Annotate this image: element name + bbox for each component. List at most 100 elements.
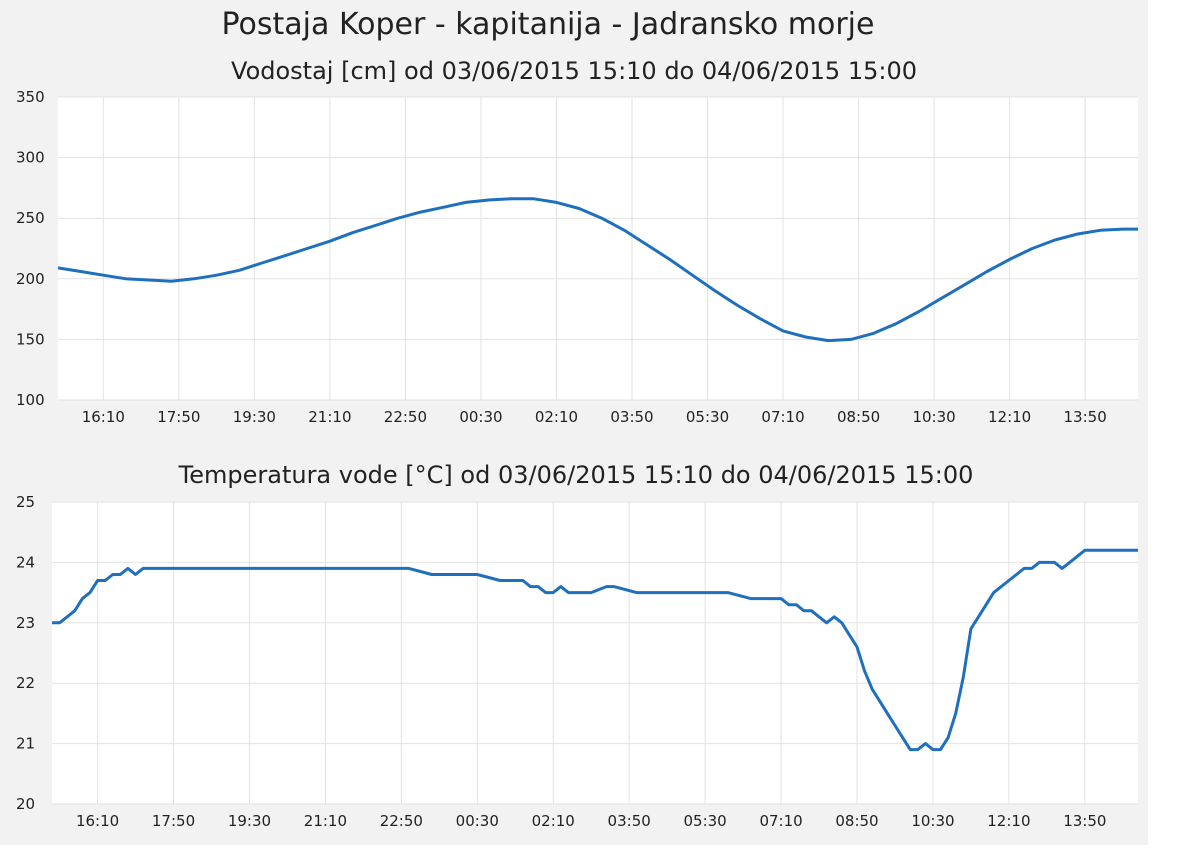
water-temperature-data-point [407, 567, 410, 570]
water-temperature-data-point [51, 621, 54, 624]
water-level-data-point [782, 329, 785, 332]
water-temperature-data-point [567, 591, 570, 594]
water-temperature-x-tick-label: 13:50 [1063, 812, 1106, 830]
water-level-data-point [57, 266, 60, 269]
water-temperature-x-tick-label: 03:50 [608, 812, 651, 830]
water-level-data-point [555, 201, 558, 204]
water-level-plot-area [58, 97, 1138, 400]
water-level-y-tick-label: 300 [16, 149, 45, 167]
water-temperature-data-point [924, 742, 927, 745]
water-level-data-point [600, 217, 603, 220]
water-level-data-point [79, 270, 82, 273]
water-level-data-point [850, 338, 853, 341]
water-level-x-tick-label: 13:50 [1064, 408, 1107, 426]
water-temperature-y-tick-label: 21 [16, 735, 35, 753]
water-temperature-data-point [1007, 579, 1010, 582]
water-level-x-tick-label: 05:30 [686, 408, 729, 426]
water-temperature-data-point [1106, 549, 1109, 552]
water-level-data-point [532, 197, 535, 200]
water-temperature-y-tick-label: 22 [16, 674, 35, 692]
water-temperature-chart-title: Temperatura vode [°C] od 03/06/2015 15:1… [178, 461, 974, 489]
water-level-data-point [306, 247, 309, 250]
water-temperature-data-point [939, 748, 942, 751]
water-temperature-data-point [969, 627, 972, 630]
water-temperature-data-point [681, 591, 684, 594]
water-level-data-point [192, 277, 195, 280]
water-temperature-plot-area [52, 502, 1138, 804]
water-temperature-data-point [613, 585, 616, 588]
water-temperature-data-point [157, 567, 160, 570]
water-temperature-chart: Temperatura vode [°C] od 03/06/2015 15:1… [16, 461, 1138, 830]
water-temperature-data-point [149, 567, 152, 570]
water-level-data-point [623, 229, 626, 232]
water-level-y-tick-label: 100 [16, 391, 45, 409]
water-level-x-tick-label: 08:50 [837, 408, 880, 426]
water-temperature-x-tick-label: 16:10 [76, 812, 119, 830]
water-temperature-x-tick-label: 22:50 [380, 812, 423, 830]
water-temperature-data-point [590, 591, 593, 594]
water-level-data-point [963, 283, 966, 286]
water-temperature-data-point [1083, 549, 1086, 552]
water-temperature-data-point [825, 621, 828, 624]
water-temperature-x-tick-label: 10:30 [911, 812, 954, 830]
water-temperature-x-tick-label: 05:30 [684, 812, 727, 830]
water-temperature-data-point [96, 579, 99, 582]
water-temperature-data-point [605, 585, 608, 588]
water-level-y-tick-label: 150 [16, 330, 45, 348]
water-temperature-data-point [749, 597, 752, 600]
water-temperature-data-point [894, 724, 897, 727]
chart-panel: Postaja Koper - kapitanija - Jadransko m… [0, 0, 1148, 845]
water-temperature-data-point [947, 736, 950, 739]
water-temperature-data-point [73, 609, 76, 612]
water-temperature-data-point [977, 615, 980, 618]
water-temperature-data-point [58, 621, 61, 624]
water-temperature-data-point [871, 688, 874, 691]
water-temperature-data-point [521, 579, 524, 582]
water-temperature-data-point [764, 597, 767, 600]
water-level-data-point [374, 224, 377, 227]
water-temperature-data-point [134, 573, 137, 576]
water-level-data-point [238, 269, 241, 272]
water-temperature-data-point [840, 621, 843, 624]
water-level-data-point [487, 199, 490, 202]
water-temperature-x-tick-label: 07:10 [759, 812, 802, 830]
water-temperature-x-tick-label: 12:10 [987, 812, 1030, 830]
water-level-data-point [1137, 228, 1140, 231]
water-temperature-data-point [1038, 561, 1041, 564]
water-temperature-data-point [552, 591, 555, 594]
water-temperature-data-point [1121, 549, 1124, 552]
water-temperature-data-point [1099, 549, 1102, 552]
water-temperature-data-point [932, 748, 935, 751]
water-temperature-data-point [142, 567, 145, 570]
water-level-x-tick-label: 07:10 [761, 408, 804, 426]
water-temperature-data-point [1061, 567, 1064, 570]
water-temperature-y-tick-label: 24 [16, 553, 35, 571]
water-temperature-y-tick-label: 20 [16, 795, 35, 813]
water-level-data-point [736, 304, 739, 307]
water-level-data-point [668, 258, 671, 261]
water-level-data-point [147, 279, 150, 282]
water-temperature-data-point [810, 609, 813, 612]
water-level-data-point [1053, 239, 1056, 242]
water-level-y-tick-label: 350 [16, 88, 45, 106]
water-level-x-tick-label: 21:10 [308, 408, 351, 426]
water-level-x-tick-label: 19:30 [233, 408, 276, 426]
water-level-chart: Vodostaj [cm] od 03/06/2015 15:10 do 04/… [16, 57, 1140, 426]
water-level-data-point [872, 332, 875, 335]
water-temperature-data-point [886, 712, 889, 715]
water-temperature-data-point [1114, 549, 1117, 552]
water-temperature-x-tick-label: 08:50 [835, 812, 878, 830]
water-temperature-series-line [52, 548, 1138, 752]
water-level-data-point [170, 280, 173, 283]
water-level-series-line [57, 197, 1138, 343]
water-level-x-tick-label: 17:50 [157, 408, 200, 426]
water-temperature-data-point [529, 585, 532, 588]
charts-svg: Postaja Koper - kapitanija - Jadransko m… [16, 7, 1140, 830]
water-temperature-data-point [901, 736, 904, 739]
water-level-data-point [102, 274, 105, 277]
water-level-data-point [986, 270, 989, 273]
water-level-x-tick-label: 00:30 [459, 408, 502, 426]
water-level-x-tick-label: 12:10 [988, 408, 1031, 426]
water-temperature-data-point [726, 591, 729, 594]
water-level-data-point [125, 277, 128, 280]
